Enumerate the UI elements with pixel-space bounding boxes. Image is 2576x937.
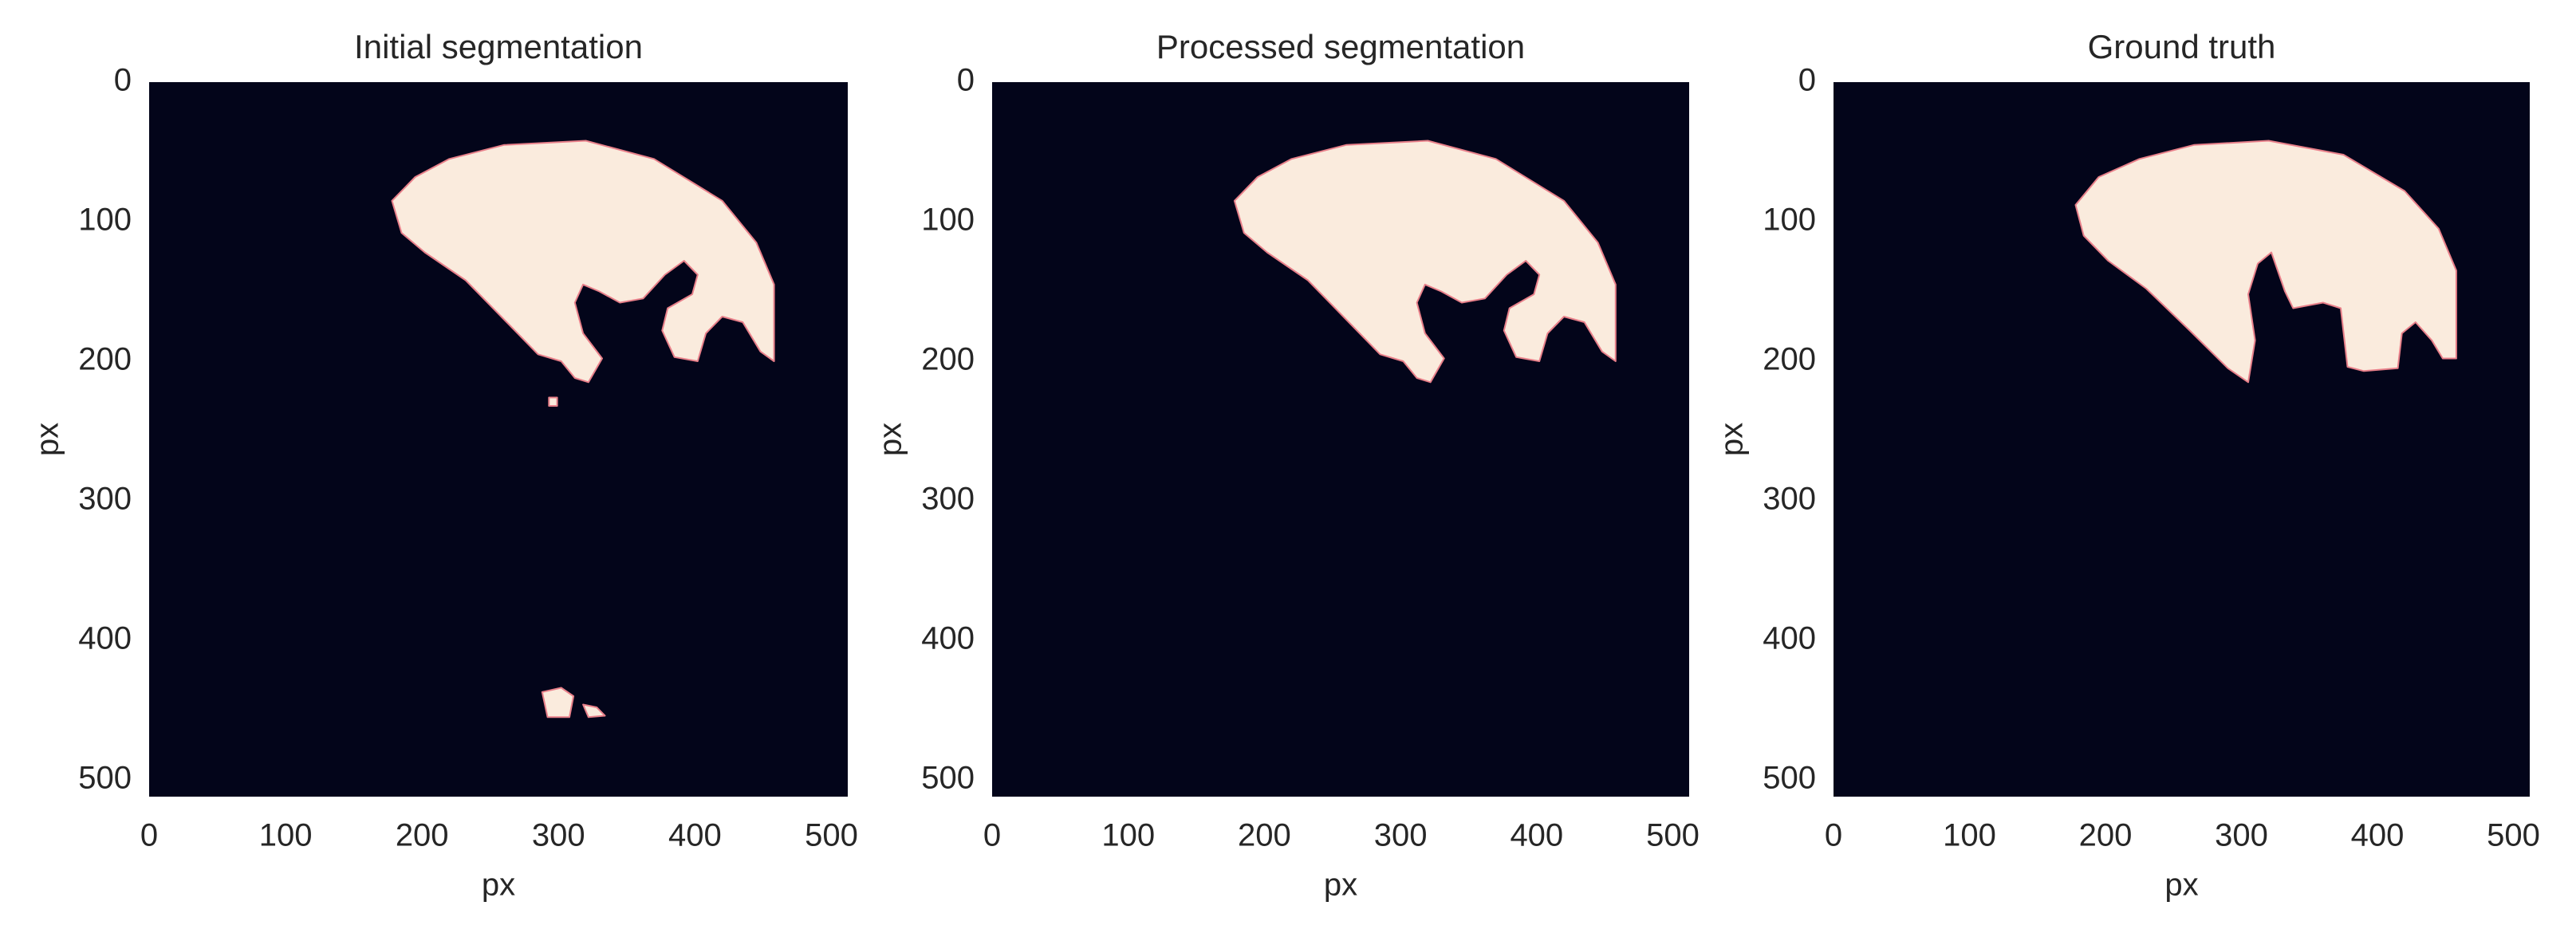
x-tick-label: 200 bbox=[396, 818, 449, 853]
y-tick-label: 400 bbox=[78, 621, 132, 656]
x-tick-label: 400 bbox=[1510, 818, 1563, 853]
x-tick-label: 500 bbox=[805, 818, 858, 853]
y-tick-label: 0 bbox=[957, 63, 975, 98]
y-tick-label: 500 bbox=[1763, 761, 1816, 796]
y-axis-label: px bbox=[30, 423, 65, 456]
y-tick-label: 0 bbox=[114, 63, 132, 98]
panel: Ground truth 0 100 200 300 400 500 0 100 200 300 40… bbox=[1715, 28, 2540, 902]
x-tick-label: 300 bbox=[1374, 818, 1428, 853]
y-axis-label: px bbox=[1715, 423, 1750, 456]
x-tick-label: 500 bbox=[1646, 818, 1700, 853]
x-tick-label: 300 bbox=[532, 818, 585, 853]
y-tick-label: 300 bbox=[78, 482, 132, 517]
y-tick-label: 400 bbox=[921, 621, 975, 656]
y-tick-label: 200 bbox=[1763, 342, 1816, 377]
x-tick-label: 100 bbox=[1101, 818, 1155, 853]
segment-region bbox=[541, 687, 575, 718]
x-tick-label: 200 bbox=[2079, 818, 2133, 853]
x-tick-label: 500 bbox=[2487, 818, 2540, 853]
x-tick-label: 0 bbox=[983, 818, 1001, 853]
x-tick-label: 300 bbox=[2215, 818, 2268, 853]
mask-layer bbox=[2074, 140, 2457, 384]
x-tick-label: 400 bbox=[2351, 818, 2405, 853]
segment-region bbox=[582, 703, 606, 718]
segment-region bbox=[548, 396, 558, 407]
y-tick-label: 100 bbox=[921, 203, 975, 238]
segment-region bbox=[1233, 140, 1617, 384]
x-tick-label: 0 bbox=[1825, 818, 1842, 853]
segment-region bbox=[391, 140, 775, 384]
y-axis-label: px bbox=[873, 423, 908, 456]
segment-region bbox=[2074, 140, 2457, 384]
y-tick-label: 100 bbox=[78, 203, 132, 238]
x-axis-label: px bbox=[2164, 868, 2198, 903]
x-axis-label: px bbox=[482, 868, 515, 903]
y-tick-label: 200 bbox=[78, 342, 132, 377]
panel-title: Processed segmentation bbox=[1156, 28, 1525, 65]
y-tick-label: 300 bbox=[1763, 482, 1816, 517]
y-tick-label: 300 bbox=[921, 482, 975, 517]
x-tick-label: 200 bbox=[1238, 818, 1291, 853]
y-tick-label: 500 bbox=[921, 761, 975, 796]
panel-title: Initial segmentation bbox=[354, 28, 643, 65]
x-tick-label: 100 bbox=[259, 818, 313, 853]
y-tick-label: 100 bbox=[1763, 203, 1816, 238]
y-tick-label: 500 bbox=[78, 761, 132, 796]
x-tick-label: 400 bbox=[668, 818, 722, 853]
mask-layer bbox=[1233, 140, 1617, 384]
mask-layer bbox=[391, 140, 775, 718]
x-tick-label: 100 bbox=[1943, 818, 1996, 853]
panel-title: Ground truth bbox=[2088, 28, 2276, 65]
y-tick-label: 0 bbox=[1798, 63, 1816, 98]
y-tick-label: 200 bbox=[921, 342, 975, 377]
y-tick-label: 400 bbox=[1763, 621, 1816, 656]
x-tick-label: 0 bbox=[140, 818, 158, 853]
x-axis-label: px bbox=[1324, 868, 1357, 903]
